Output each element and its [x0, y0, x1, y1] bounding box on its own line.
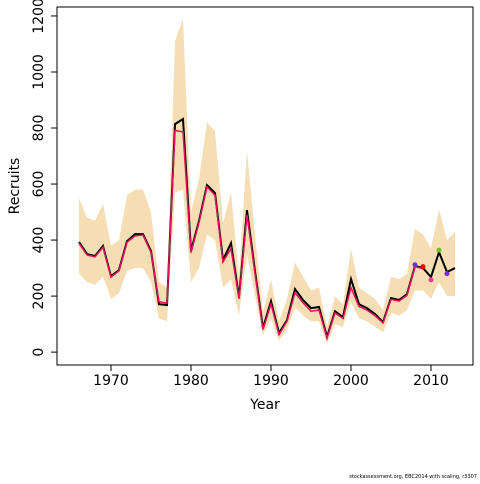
series-line — [78, 129, 424, 341]
y-tick-label: 600 — [31, 171, 47, 198]
point — [420, 264, 426, 270]
x-axis-label: Year — [249, 397, 280, 413]
confidence-band — [79, 18, 455, 344]
point — [436, 247, 442, 253]
plot-frame — [56, 6, 474, 366]
y-tick-label: 200 — [31, 283, 47, 310]
y-tick-label: 1200 — [31, 0, 47, 34]
x-tick-label: 1970 — [93, 373, 129, 389]
point — [444, 271, 450, 277]
x-tick-label: 1990 — [253, 373, 289, 389]
point — [428, 277, 434, 283]
x-tick-label: 2010 — [413, 373, 449, 389]
x-tick-label: 1980 — [173, 373, 209, 389]
y-axis-label: Recruits — [7, 158, 23, 215]
y-tick-label: 400 — [31, 227, 47, 254]
point — [412, 262, 418, 268]
y-tick-label: 0 — [31, 348, 47, 357]
x-tick-label: 2000 — [333, 373, 369, 389]
y-tick-label: 800 — [31, 115, 47, 142]
y-tick-label: 1000 — [31, 54, 47, 90]
footnote: stockassessment.org, EBC2014 with scalin… — [349, 474, 477, 480]
